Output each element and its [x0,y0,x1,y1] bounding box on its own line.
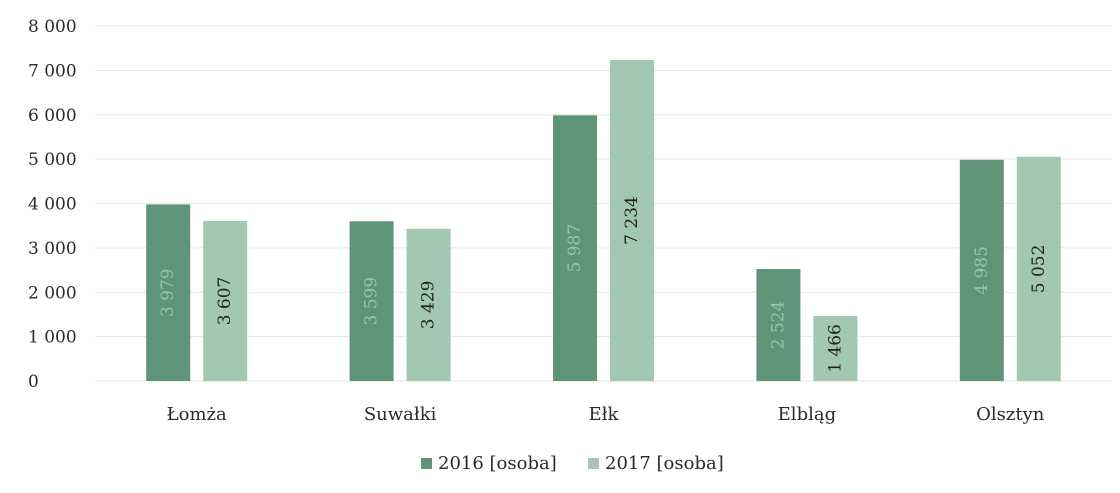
y-tick-label: 8 000 [28,17,77,37]
legend-swatch [421,458,432,469]
legend-entry: 2016 [osoba] [438,453,557,474]
gridlines [95,25,1112,382]
data-label: 3 979 [158,268,178,317]
legend-entry: 2017 [osoba] [605,453,724,474]
y-tick-label: 0 [28,372,39,392]
y-tick-label: 5 000 [28,150,77,170]
bar [959,159,1004,381]
data-label: 5 052 [1029,245,1049,294]
data-label: 3 599 [362,277,382,326]
y-tick-label: 6 000 [28,106,77,126]
bar [203,220,248,381]
bar [813,315,858,381]
bar [610,59,654,382]
bar [146,204,191,381]
bars [146,59,1061,382]
data-labels: 3 979 3 607 3 599 3 429 5 987 7 234 2 524 1 466… [158,196,1049,373]
category-label: Olsztyn [976,404,1045,425]
y-axis-tick-labels: 0 1 000 2 000 3 000 4 000 5 000 6 000 7 000 8 00… [28,17,77,392]
bar [756,268,801,381]
bar [349,221,394,381]
y-tick-label: 3 000 [28,239,77,259]
category-label: Łomża [167,404,227,425]
x-axis-category-labels: Łomża Suwałki Ełk Elbląg Olsztyn [167,404,1045,425]
bar [1016,156,1061,381]
category-label: Elbląg [778,404,836,425]
y-tick-label: 4 000 [28,195,77,215]
data-label: 1 466 [825,324,845,373]
bar [406,228,451,381]
data-label: 3 429 [419,281,439,330]
category-label: Suwałki [364,404,437,425]
data-label: 4 985 [972,246,992,295]
y-tick-label: 1 000 [28,328,77,348]
y-tick-label: 7 000 [28,61,77,81]
legend-swatch [588,458,599,469]
data-label: 3 607 [215,277,235,326]
bar [553,115,597,381]
legend: 2016 [osoba] 2017 [osoba] [421,453,724,474]
category-label: Ełk [589,404,620,425]
data-label: 2 524 [768,301,788,350]
data-label: 7 234 [622,196,642,245]
data-label: 5 987 [565,224,585,273]
y-tick-label: 2 000 [28,283,77,303]
